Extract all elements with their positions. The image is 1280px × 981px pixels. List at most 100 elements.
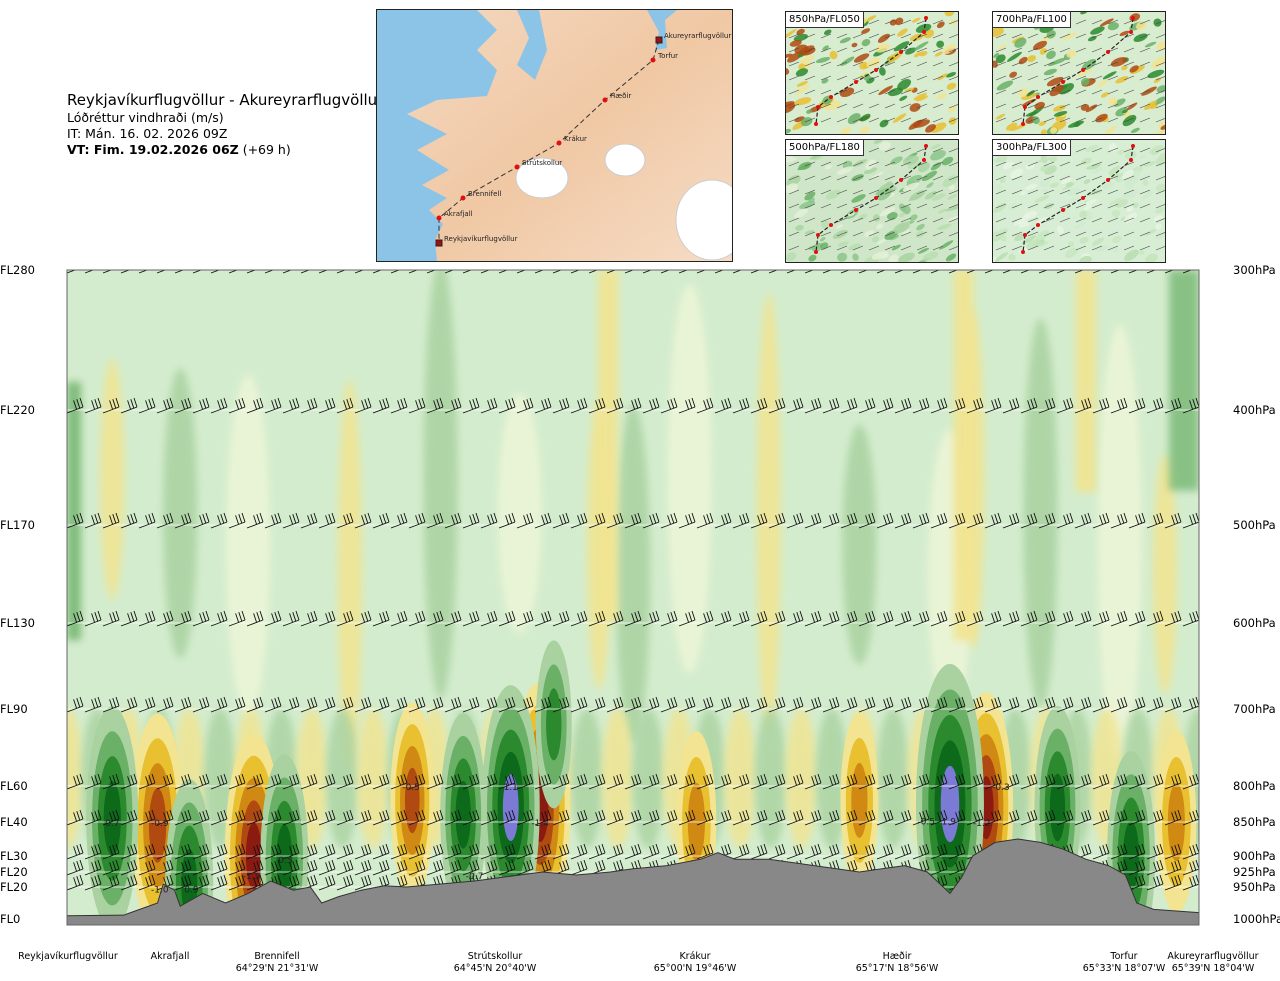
glacier-langjokull — [515, 157, 569, 199]
level-map-waypoint — [924, 144, 928, 148]
flight-level-label: FL20 — [0, 865, 28, 879]
waypoint-marker — [602, 97, 608, 103]
downdraft-cell — [235, 778, 273, 925]
level-map-waypoint — [816, 233, 820, 237]
level-map-waypoint — [1061, 80, 1065, 84]
value-label: -1.5 — [243, 872, 261, 882]
downdraft-cell — [531, 773, 549, 842]
terrain-profile — [67, 838, 1199, 925]
level-map-waypoint — [816, 105, 820, 109]
waypoint-label: Krákur 65°00'N 19°46'W — [640, 951, 750, 975]
level-map-850-svg — [786, 12, 958, 134]
downdraft-cell — [395, 724, 430, 877]
lower-band — [1121, 708, 1154, 849]
level-map-route — [815, 145, 927, 253]
route-map-point-label: Akureyrarflugvöllur — [664, 32, 731, 40]
valid-time-line: VT: Fim. 19.02.2026 06Z (+69 h) — [67, 142, 385, 158]
waypoint-coord: 64°45'N 20°40'W — [453, 963, 537, 974]
value-label: -0.5 — [402, 783, 420, 793]
upper-band — [616, 404, 650, 744]
flight-level-label: FL130 — [0, 616, 35, 630]
level-map-700: 700hPa/FL100 — [992, 11, 1166, 135]
value-label: -1.0 — [151, 885, 169, 895]
lower-band — [142, 708, 175, 849]
lower-band — [540, 708, 573, 849]
upper-band — [338, 379, 362, 769]
updraft-cell — [170, 802, 208, 925]
wind-barb-row — [67, 843, 1199, 860]
flight-level-label: FL220 — [0, 403, 35, 417]
upper-down-column — [598, 270, 619, 622]
value-label: 1.9 — [942, 818, 957, 828]
level-map-barbs — [995, 19, 1165, 123]
plot-frame — [66, 269, 1200, 926]
level-map-300: 300hPa/FL300 — [992, 139, 1166, 263]
flight-level-label: FL30 — [0, 849, 28, 863]
updraft-cell — [455, 780, 471, 849]
lower-band — [601, 708, 634, 849]
lower-band — [295, 708, 328, 849]
lower-band — [938, 708, 971, 849]
vertical-wind-field — [67, 270, 1199, 925]
level-map-waypoint — [1061, 208, 1065, 212]
level-map-waypoint — [1081, 68, 1085, 72]
route-map-point-label: Reykjavíkurflugvöllur — [444, 235, 518, 243]
upper-band — [100, 359, 125, 599]
downdraft-cell — [390, 702, 435, 899]
wind-barb-row — [67, 512, 1199, 529]
waypoint-name: Brennifell — [254, 951, 300, 962]
updraft-cell — [487, 707, 535, 908]
wind-barb-row — [67, 397, 1199, 414]
level-map-300-svg — [993, 140, 1165, 262]
level-map-waypoint — [899, 50, 903, 54]
downdraft-cell — [526, 750, 554, 865]
lower-band — [112, 708, 145, 849]
value-label: -1.4 — [531, 819, 549, 829]
level-map-waypoint — [814, 250, 818, 254]
downdraft-cell — [840, 712, 879, 888]
upper-band — [756, 293, 781, 734]
lower-band — [81, 708, 114, 849]
updraft-cell — [276, 824, 293, 895]
level-map-waypoint — [829, 223, 833, 227]
pressure-level-label: 850hPa — [1233, 815, 1276, 829]
upper-band — [1097, 324, 1142, 765]
updraft-cell — [1112, 774, 1150, 925]
lower-band — [203, 708, 236, 849]
lower-band — [67, 708, 83, 849]
lower-band — [999, 708, 1032, 849]
value-label: -0.9 — [151, 819, 169, 829]
waypoint-label: Reykjavíkurflugvöllur — [13, 951, 123, 963]
route-map: Akureyrarflugvöllur Torfur Hæðir Krákur Strú… — [376, 9, 733, 262]
updraft-cell — [260, 754, 309, 925]
level-map-waypoint — [1106, 50, 1110, 54]
lower-band — [234, 708, 267, 849]
level-map-waypoint — [874, 68, 878, 72]
downdraft-cell — [521, 727, 560, 888]
waypoint-name: Reykjavíkurflugvöllur — [18, 951, 118, 962]
pressure-level-label: 600hPa — [1233, 616, 1276, 630]
downdraft-cell — [973, 755, 999, 861]
route-title: Reykjavíkurflugvöllur - Akureyrarflugvöl… — [67, 91, 384, 109]
upper-band — [163, 368, 198, 659]
flight-level-label: FL0 — [0, 912, 21, 926]
lower-band — [356, 708, 389, 849]
upper-band — [842, 424, 877, 665]
downdraft-cell — [851, 762, 868, 838]
wind-barb-row — [67, 610, 1199, 627]
lower-band — [1030, 708, 1063, 849]
glacier-hofsjokull — [604, 143, 646, 177]
valid-time: VT: Fim. 19.02.2026 06Z — [67, 142, 239, 157]
fjord-north — [647, 10, 677, 50]
route-map-point-label: Torfur — [657, 52, 678, 60]
waypoint-name: Krákur — [679, 951, 711, 962]
route-map-point-label: Strútskollur — [522, 159, 562, 167]
waypoint-coord: 65°17'N 18°56'W — [855, 963, 939, 974]
route-map-point-label: Akrafjall — [444, 210, 473, 218]
value-label: -1.2 — [973, 819, 991, 829]
level-map-waypoint — [854, 208, 858, 212]
updraft-cell — [450, 758, 476, 872]
lower-band — [693, 708, 726, 849]
wind-barb-row — [67, 773, 1199, 790]
downdraft-cell — [964, 713, 1009, 903]
